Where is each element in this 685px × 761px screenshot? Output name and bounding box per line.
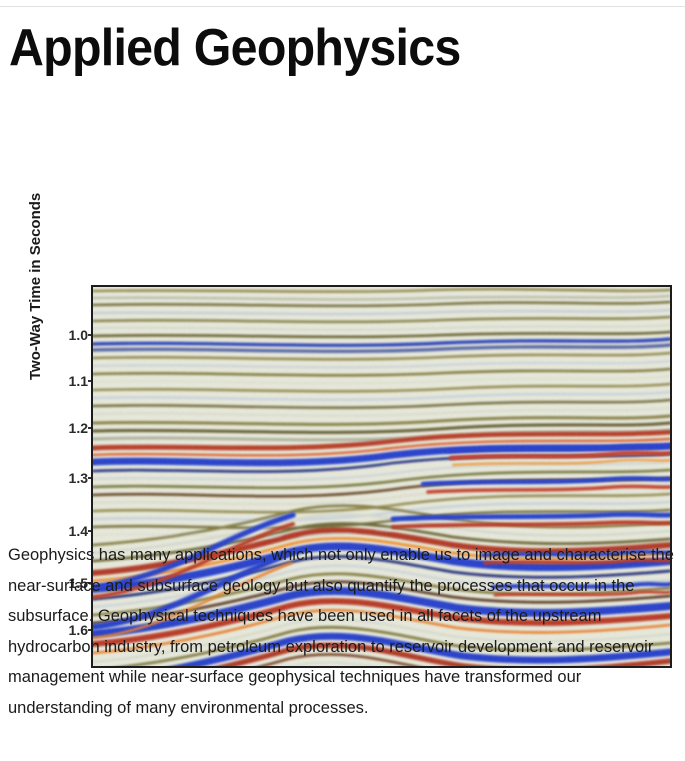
page-title: Applied Geophysics [9,19,461,77]
top-divider [0,6,685,7]
y-tick-label: 1.2 [68,420,88,436]
seismic-image [91,285,672,668]
y-tick-label: 1.0 [68,327,88,343]
body-paragraph: Geophysics has many applications, which … [8,546,674,717]
y-tick-label: 1.1 [68,373,88,389]
figure-seismic-section: Two-Way Time in Seconds 1.0 1.1 1.2 1.3 … [0,140,685,668]
y-tick-label: 1.6 [68,622,88,638]
y-tick-label: 1.4 [68,523,88,539]
y-tick-label: 1.5 [68,575,88,591]
y-tick-label: 1.3 [68,470,88,486]
seismic-canvas [93,287,670,666]
y-axis-title: Two-Way Time in Seconds [27,192,44,380]
